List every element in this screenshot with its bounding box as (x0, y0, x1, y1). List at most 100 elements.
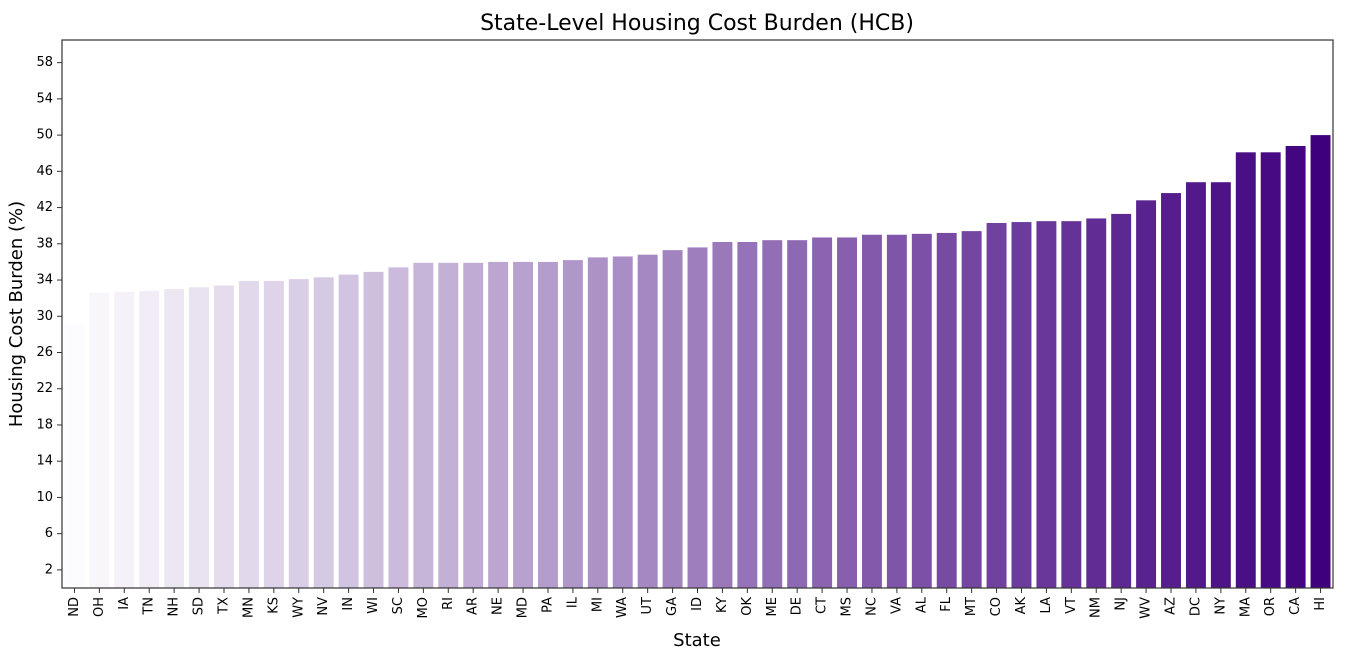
x-tick-label: WY (291, 597, 306, 618)
x-tick-label: DC (1188, 597, 1203, 616)
bar-sc (388, 267, 409, 588)
bar-nj (1111, 213, 1132, 588)
x-tick-label: KY (715, 597, 730, 613)
bar-tx (214, 285, 234, 588)
x-tick-label: MT (964, 597, 979, 616)
x-tick-label: AR (466, 597, 481, 615)
x-tick-label: ME (765, 597, 780, 616)
x-tick-label: AZ (1164, 597, 1179, 615)
x-tick-label: OH (92, 597, 107, 617)
bar-ar (463, 262, 484, 588)
bar-mt (961, 231, 982, 588)
x-tick-label: WI (366, 597, 381, 614)
bar-me (762, 240, 783, 588)
bar-ny (1210, 182, 1231, 589)
x-tick-label: SD (192, 597, 207, 615)
x-tick-label: WA (615, 597, 630, 618)
x-tick-label: VA (889, 597, 904, 614)
y-tick-label: 22 (36, 381, 53, 396)
x-tick-label: WV (1139, 597, 1154, 619)
y-tick-label: 42 (36, 200, 53, 215)
bar-vt (1061, 221, 1082, 588)
bar-ms (837, 237, 857, 588)
x-tick-label: NM (1089, 597, 1104, 618)
x-tick-label: NE (491, 597, 506, 615)
x-tick-label: CA (1288, 597, 1303, 615)
y-tick-label: 14 (36, 454, 53, 469)
bar-wv (1136, 200, 1157, 588)
bar-or (1260, 152, 1281, 588)
bar-la (1036, 221, 1057, 588)
bar-mn (238, 280, 259, 588)
x-tick-label: NC (864, 597, 879, 616)
bar-il (562, 260, 583, 588)
bar-ca (1285, 145, 1306, 588)
bar-in (338, 274, 359, 588)
y-tick-label: 54 (36, 91, 53, 106)
bar-mo (413, 262, 434, 588)
x-tick-label: RI (441, 597, 456, 610)
x-tick-label: TX (216, 597, 231, 615)
bar-nh (164, 289, 185, 588)
x-tick-label: MA (1238, 597, 1253, 617)
x-tick-label: CT (815, 597, 830, 614)
x-tick-label: KS (266, 597, 281, 614)
x-tick-label: VT (1064, 597, 1079, 614)
bar-dc (1185, 182, 1206, 589)
bar-ct (812, 237, 833, 588)
bar-wa (612, 256, 633, 588)
bar-ky (712, 241, 733, 588)
bar-tn (139, 290, 160, 588)
bar-pa (538, 261, 558, 588)
y-tick-label: 30 (36, 309, 53, 324)
x-tick-label: GA (665, 597, 680, 616)
bar-ks (263, 280, 284, 588)
x-tick-label: MN (241, 597, 256, 618)
y-tick-label: 2 (45, 562, 53, 577)
y-tick-label: 38 (36, 236, 53, 251)
bar-co (986, 222, 1007, 588)
x-axis-ticks: ND OH IA TN NH SD TX MN KS WY NV IN WI SC MO RI AR NE MD PA… (67, 588, 1328, 619)
x-tick-label: ID (690, 597, 705, 611)
x-tick-label: OK (740, 597, 755, 616)
bar-mi (587, 257, 608, 588)
y-tick-label: 58 (36, 55, 53, 70)
y-tick-label: 26 (36, 345, 53, 360)
bar-nc (861, 234, 882, 588)
bar-nv (313, 277, 334, 588)
x-tick-label: FL (939, 596, 954, 611)
x-tick-label: DE (790, 597, 805, 615)
x-tick-label: PA (540, 597, 555, 613)
bar-az (1161, 193, 1181, 588)
x-tick-label: AK (1014, 597, 1029, 615)
x-tick-label: NH (167, 597, 182, 617)
x-tick-label: IL (565, 596, 580, 608)
x-tick-label: OR (1263, 597, 1278, 616)
x-tick-label: MD (516, 597, 531, 618)
x-tick-label: CO (989, 597, 1004, 616)
bar-ma (1235, 152, 1256, 588)
y-tick-label: 6 (45, 526, 53, 541)
bar-nd (64, 324, 85, 588)
bar-ia (114, 291, 135, 588)
y-tick-label: 10 (36, 490, 53, 505)
y-tick-label: 18 (36, 417, 53, 432)
bar-wy (288, 279, 309, 588)
bar-oh (89, 292, 110, 588)
bar-de (787, 240, 808, 588)
chart-title: State-Level Housing Cost Burden (HCB) (480, 11, 914, 36)
x-tick-label: ND (67, 597, 82, 617)
y-tick-label: 34 (36, 273, 53, 288)
x-tick-label: IA (117, 597, 132, 610)
y-tick-label: 50 (36, 128, 53, 143)
bar-ok (737, 241, 758, 588)
bar-va (886, 234, 907, 588)
x-tick-label: MS (840, 597, 855, 616)
bars-group (64, 135, 1331, 589)
x-tick-label: UT (640, 597, 655, 615)
x-tick-label: SC (391, 597, 406, 614)
bar-al (911, 233, 932, 588)
y-axis-label: Housing Cost Burden (%) (6, 201, 27, 427)
